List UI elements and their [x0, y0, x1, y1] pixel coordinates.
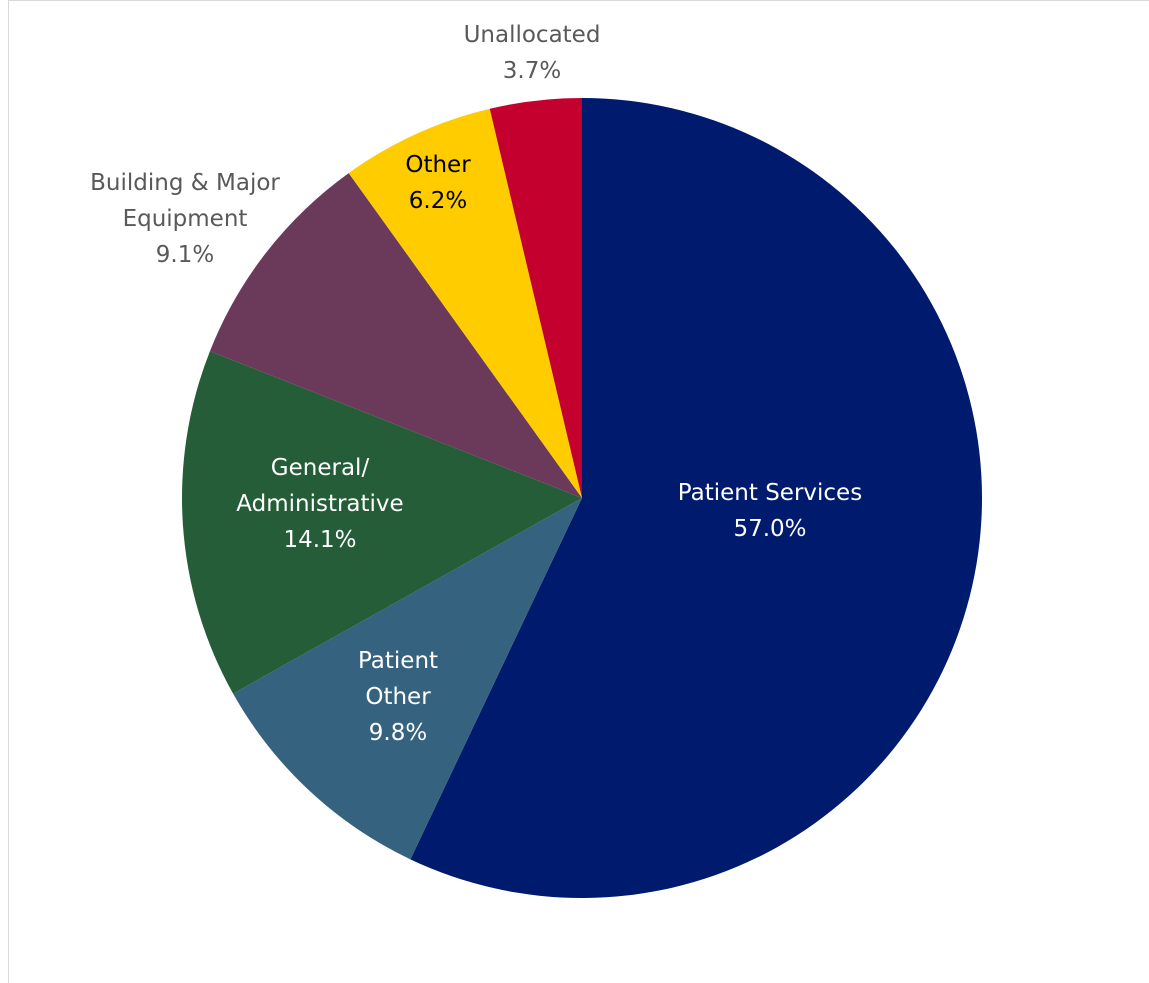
label-line: Building & Major: [90, 170, 280, 196]
label-line: Administrative: [236, 491, 403, 517]
label-line: General/: [271, 455, 370, 481]
slice-label: Building & Major Equipment: [90, 170, 280, 232]
value-label: 57.0%: [733, 516, 806, 542]
slice-label: Patient Services: [678, 480, 862, 506]
label-line: Other: [405, 152, 471, 178]
slice-label: General/Administrative: [236, 455, 403, 517]
value-label: 3.7%: [503, 58, 561, 84]
pie-slice: [410, 98, 983, 898]
slice-label: Patient Other: [358, 648, 438, 710]
label-line: Patient: [358, 648, 438, 674]
pie-slice: [209, 173, 583, 499]
slice-label: Unallocated: [464, 22, 601, 48]
value-label: 14.1%: [283, 527, 356, 553]
value-label: 6.2%: [409, 188, 467, 214]
pie-slice: [489, 98, 582, 498]
slice-label: Other: [405, 152, 471, 178]
label-line: Patient Services: [678, 480, 862, 506]
pie-slice: [233, 498, 583, 860]
label-line: Other: [365, 684, 431, 710]
label-line: Equipment: [123, 206, 248, 232]
pie-slice: [348, 108, 582, 499]
value-label: 9.8%: [369, 720, 427, 746]
value-label: 9.1%: [156, 242, 214, 268]
label-line: Unallocated: [464, 22, 601, 48]
pie-slice: [181, 351, 582, 694]
